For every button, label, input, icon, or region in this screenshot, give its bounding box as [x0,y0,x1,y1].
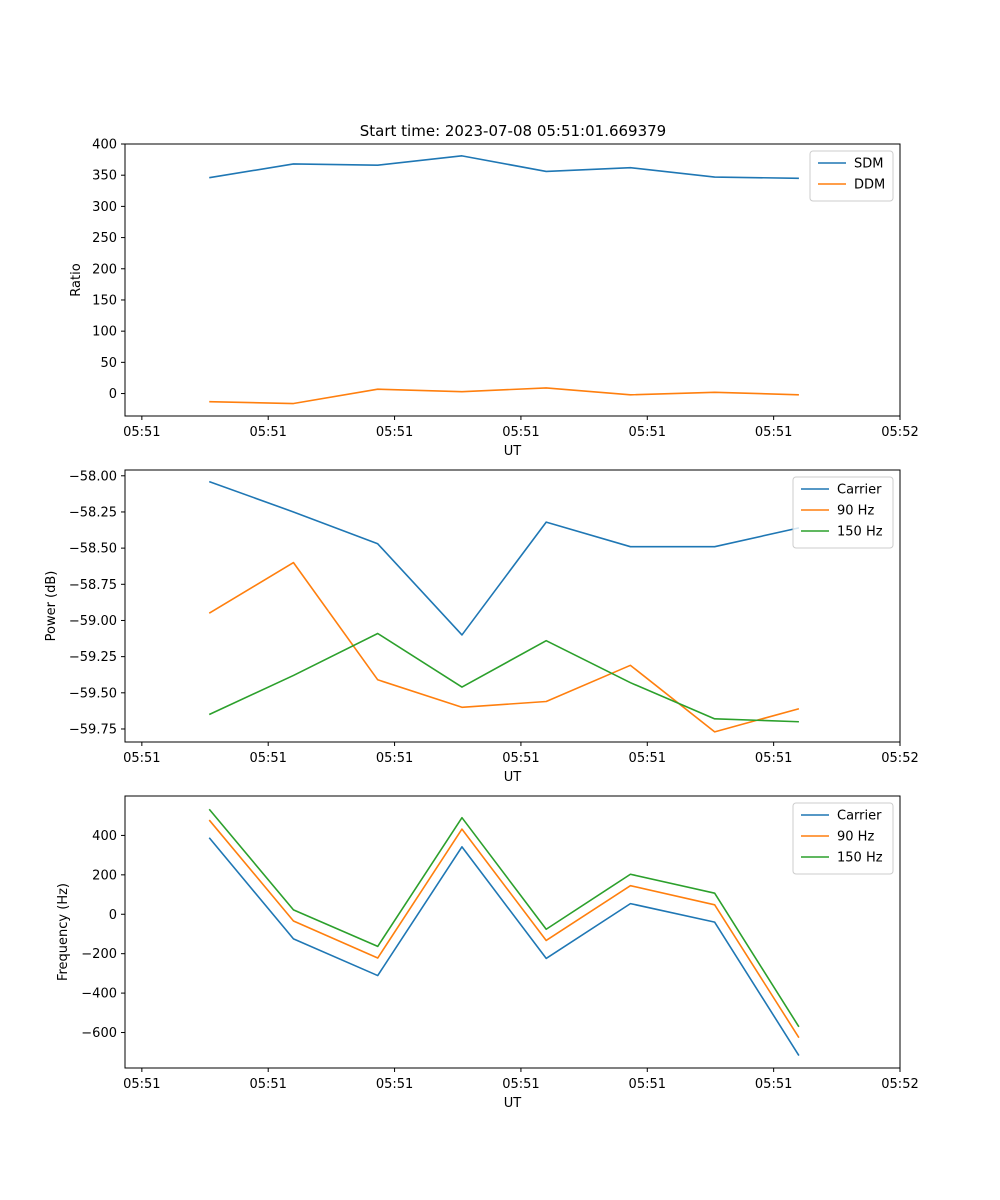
power-y-tick-label: −58.50 [69,542,117,557]
power-series-line-90-hz [208,561,800,733]
ratio-axes-frame [124,143,901,417]
power-x-tick-label: 05:51 [249,751,286,766]
power-y-axis-label: Power (dB) [44,571,59,642]
frequency-y-tick-label: 200 [92,868,117,883]
figure-title: Start time: 2023-07-08 05:51:01.669379 [360,122,666,140]
ratio-y-tick-label: 200 [92,262,117,277]
frequency-y-tick-label: 0 [109,908,117,923]
frequency-series-line-carrier [208,837,800,1057]
ratio-y-tick-label: 300 [92,200,117,215]
power-x-tick-label: 05:51 [376,751,413,766]
frequency-legend: Carrier 90 Hz 150 Hz [792,802,894,875]
frequency-legend-label-150-hz: 150 Hz [837,851,883,866]
frequency-y-tick-label: −200 [81,947,117,962]
power-legend-label-carrier: Carrier [837,483,882,498]
ratio-series-line-ddm [209,387,799,405]
frequency-axes-frame [124,795,901,1069]
ratio-y-tick-label: 250 [92,231,117,246]
ratio-y-tick-label: 100 [92,325,117,340]
ratio-y-tick-label: 400 [92,138,117,153]
power-legend-label-150-hz: 150 Hz [837,525,883,540]
power-y-tick-label: −59.75 [69,722,117,737]
frequency-legend-label-carrier: Carrier [837,809,882,824]
power-x-tick-label: 05:51 [755,751,792,766]
ratio-x-tick-label: 05:52 [881,425,918,440]
ratio-series-line-sdm [209,155,799,180]
ratio-x-tick-label: 05:51 [123,425,160,440]
power-y-tick-label: −59.00 [69,614,117,629]
frequency-y-axis-label: Frequency (Hz) [56,883,71,981]
ratio-x-tick-label: 05:51 [502,425,539,440]
power-axes-frame [124,469,901,743]
ratio-legend-label-sdm: SDM [854,157,883,172]
power-x-axis-label: UT [504,770,522,785]
power-y-tick-label: −59.50 [69,686,117,701]
ratio-y-tick-label: 150 [92,293,117,308]
panel-frequency: 05:51 05:51 05:51 05:51 05:51 05:51 05:52 400 20… [56,795,919,1111]
ratio-y-tick-label: 350 [92,169,117,184]
ratio-y-tick-label: 0 [109,387,117,402]
power-y-tick-label: −59.25 [69,650,117,665]
ratio-x-tick-label: 05:51 [755,425,792,440]
ratio-x-tick-label: 05:51 [376,425,413,440]
frequency-x-tick-label: 05:51 [123,1077,160,1092]
ratio-y-tick-label: 50 [100,356,117,371]
frequency-x-tick-label: 05:51 [629,1077,666,1092]
ratio-x-tick-label: 05:51 [629,425,666,440]
power-legend-label-90-hz: 90 Hz [837,504,874,519]
power-y-tick-label: −58.00 [69,469,117,484]
ratio-x-tick-label: 05:51 [249,425,286,440]
frequency-x-tick-label: 05:51 [502,1077,539,1092]
ratio-y-axis-label: Ratio [69,263,84,296]
frequency-x-tick-label: 05:52 [881,1077,918,1092]
ratio-legend: SDM DDM [809,150,894,202]
power-legend: Carrier 90 Hz 150 Hz [792,476,894,549]
frequency-series-line-150-hz [208,808,800,1028]
power-y-tick-label: −58.75 [69,578,117,593]
frequency-y-tick-label: −600 [81,1026,117,1041]
frequency-x-axis-label: UT [504,1096,522,1111]
frequency-y-tick-label: −400 [81,987,117,1002]
power-series-line-150-hz [208,632,799,723]
frequency-series-line-90-hz [208,819,800,1039]
ratio-x-axis-label: UT [504,444,522,459]
power-x-tick-label: 05:51 [629,751,666,766]
frequency-y-tick-label: 400 [92,829,117,844]
power-x-tick-label: 05:51 [502,751,539,766]
panel-power: 05:51 05:51 05:51 05:51 05:51 05:51 05:52 −58.0… [44,469,919,785]
power-y-tick-label: −58.25 [69,505,117,520]
frequency-x-tick-label: 05:51 [376,1077,413,1092]
frequency-legend-label-90-hz: 90 Hz [837,830,874,845]
ratio-legend-label-ddm: DDM [854,178,885,193]
panel-ratio: 05:51 05:51 05:51 05:51 05:51 05:51 05:52 0 50 10… [69,138,919,460]
frequency-x-tick-label: 05:51 [249,1077,286,1092]
frequency-x-tick-label: 05:51 [755,1077,792,1092]
power-x-tick-label: 05:51 [123,751,160,766]
power-x-tick-label: 05:52 [881,751,918,766]
power-series-line-carrier [208,480,800,636]
